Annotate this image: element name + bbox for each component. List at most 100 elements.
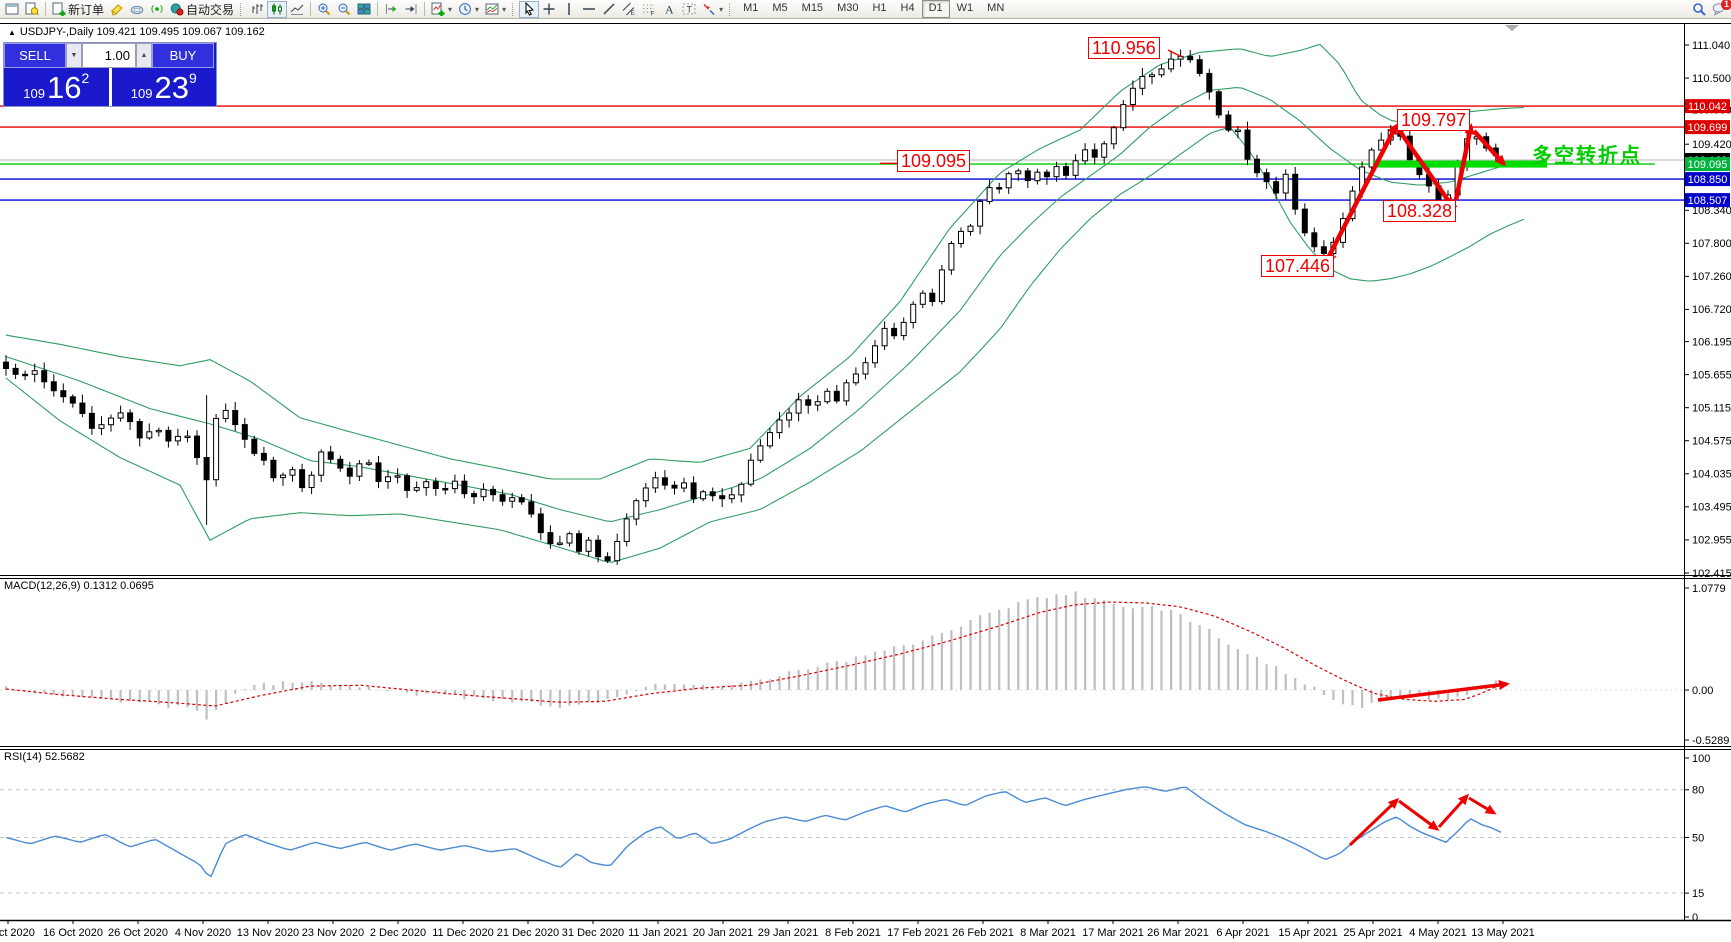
zoom-in-icon (318, 3, 331, 16)
rsi-indicator-label: RSI(14) 52.5682 (4, 751, 85, 763)
arrows-dropdown-icon[interactable]: ▾ (719, 4, 724, 14)
zoom-out-icon (338, 3, 351, 16)
new-order-button[interactable]: 新订单 (49, 1, 107, 18)
svg-text:T: T (687, 5, 693, 15)
svg-text:106.720: 106.720 (1692, 304, 1731, 316)
periods-button[interactable]: ▾ (455, 1, 482, 18)
svg-text:15 Apr 2021: 15 Apr 2021 (1278, 927, 1337, 939)
bar-chart-icon (252, 4, 264, 14)
text-button[interactable]: A (659, 1, 679, 18)
svg-text:108.507: 108.507 (1688, 195, 1728, 207)
auto-trading-button[interactable]: 自动交易 (167, 1, 237, 18)
vertical-line-button[interactable] (559, 1, 579, 18)
indicators-button[interactable]: ▾ (428, 1, 455, 18)
svg-text:0: 0 (1692, 912, 1698, 924)
new-chart-button[interactable] (2, 1, 22, 18)
timeframe-w1[interactable]: W1 (956, 2, 974, 14)
timeframe-m15[interactable]: M15 (801, 2, 824, 14)
templates-button[interactable]: ▾ (482, 1, 509, 18)
svg-text:11 Jan 2021: 11 Jan 2021 (628, 927, 688, 939)
macd-indicator-label: MACD(12,26,9) 0.1312 0.0695 (4, 580, 154, 592)
price-label-109797[interactable]: 109.797 (1397, 109, 1471, 131)
metaquotes-cloud-button[interactable] (127, 1, 147, 18)
zoom-out-button[interactable] (334, 1, 354, 18)
timeframe-m1[interactable]: M1 (743, 2, 759, 14)
equidistant-channel-button[interactable]: E (619, 1, 639, 18)
fibonacci-icon: F (643, 4, 655, 17)
profiles-button[interactable] (22, 1, 42, 18)
tile-windows-icon (357, 3, 371, 15)
vertical-line-icon (568, 3, 570, 15)
timeframe-h4[interactable]: H4 (900, 2, 915, 14)
svg-text:109.095: 109.095 (1688, 159, 1728, 171)
price-label-108328[interactable]: 108.328 (1383, 200, 1457, 222)
svg-text:16 Oct 2020: 16 Oct 2020 (43, 927, 103, 939)
candlestick-chart-button[interactable] (267, 0, 288, 18)
new-order-icon (52, 2, 66, 16)
fibonacci-button[interactable]: F (639, 1, 659, 18)
price-label-109095[interactable]: 109.095 (897, 150, 971, 172)
sell-button[interactable]: SELL (4, 43, 66, 68)
svg-text:111.040: 111.040 (1692, 40, 1730, 52)
horizontal-line-button[interactable] (579, 1, 599, 18)
volume-increase-button[interactable]: ▲ (136, 43, 152, 68)
timeframe-m5[interactable]: M5 (772, 2, 788, 14)
chart-shift-button[interactable] (401, 1, 421, 18)
crosshair-button[interactable] (539, 1, 559, 18)
svg-text:25 Apr 2021: 25 Apr 2021 (1343, 927, 1402, 939)
toolbar-grip[interactable] (240, 2, 244, 16)
indicators-dropdown-icon[interactable]: ▾ (448, 4, 453, 14)
cursor-button[interactable] (519, 0, 540, 18)
signal-button[interactable] (147, 1, 167, 18)
buy-button[interactable]: BUY (152, 43, 214, 68)
tile-windows-button[interactable] (354, 1, 374, 18)
bid-price[interactable]: 109 16 2 (23, 70, 90, 105)
svg-text:E: E (631, 10, 636, 16)
svg-text:105.655: 105.655 (1692, 369, 1731, 381)
trendline-button[interactable] (599, 1, 619, 18)
timeframe-h1[interactable]: H1 (872, 2, 887, 14)
volume-input[interactable] (82, 43, 136, 68)
chat-button[interactable]: 1 (1709, 0, 1731, 18)
styler-button[interactable] (107, 1, 127, 18)
toolbar-grip[interactable] (729, 2, 733, 16)
line-chart-button[interactable] (287, 1, 307, 18)
timeframe-mn[interactable]: MN (987, 2, 1005, 14)
toolbar-grip[interactable] (512, 2, 516, 16)
svg-text:F: F (651, 11, 655, 17)
candlestick-chart-icon (272, 3, 282, 15)
auto-scroll-button[interactable] (381, 1, 401, 18)
arrows-button[interactable]: ▾ (699, 1, 726, 18)
svg-text:80: 80 (1692, 785, 1704, 797)
notification-badge[interactable]: 1 (1721, 0, 1731, 10)
svg-text:110.500: 110.500 (1692, 73, 1731, 85)
svg-text:106.195: 106.195 (1692, 336, 1731, 348)
arrows-icon (703, 3, 715, 16)
timeframe-m30[interactable]: M30 (837, 2, 859, 14)
timeframe-d1[interactable]: D1 (921, 0, 950, 18)
svg-text:108.340: 108.340 (1692, 205, 1731, 217)
symbol-collapse-icon[interactable]: ▲ (8, 27, 16, 37)
svg-text:20 Jan 2021: 20 Jan 2021 (693, 927, 754, 939)
volume-decrease-button[interactable]: ▼ (66, 43, 82, 68)
svg-text:8 Mar 2021: 8 Mar 2021 (1020, 927, 1076, 939)
cursor-icon (525, 2, 535, 16)
horizontal-line-icon (583, 8, 596, 10)
ask-price[interactable]: 109 23 9 (130, 70, 197, 105)
price-label-107446[interactable]: 107.446 (1261, 255, 1335, 277)
equidistant-channel-icon: E (622, 2, 636, 16)
search-button[interactable] (1689, 1, 1709, 18)
zoom-in-button[interactable] (314, 1, 334, 18)
periods-dropdown-icon[interactable]: ▾ (475, 4, 480, 14)
auto-trading-icon (170, 3, 184, 16)
line-chart-icon (290, 4, 304, 15)
templates-dropdown-icon[interactable]: ▾ (502, 4, 507, 14)
svg-text:4 May 2021: 4 May 2021 (1409, 927, 1466, 939)
turning-point-note[interactable]: 多空转折点 (1532, 143, 1642, 167)
bar-chart-button[interactable] (247, 1, 267, 18)
svg-text:A: A (665, 3, 674, 17)
price-label-110956[interactable]: 110.956 (1088, 37, 1160, 59)
text-label-button[interactable]: T (679, 1, 699, 18)
